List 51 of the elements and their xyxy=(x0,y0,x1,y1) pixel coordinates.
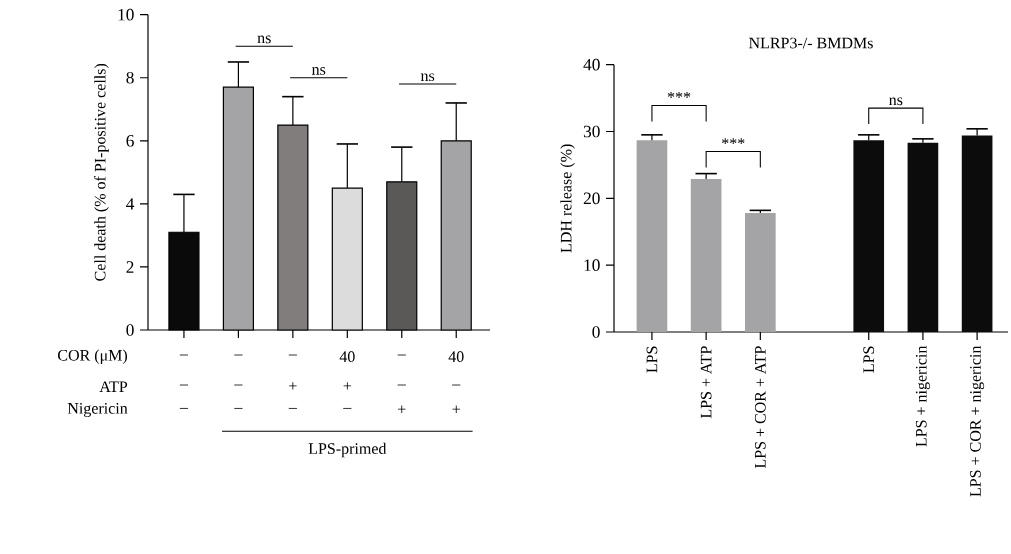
text: – xyxy=(234,407,243,409)
y-axis-title: LDH release (%) xyxy=(560,144,575,253)
y-tick-label: 2 xyxy=(126,261,134,273)
text: 40 xyxy=(339,351,355,363)
y-tick-label: 10 xyxy=(118,8,134,21)
annotation: ns xyxy=(889,97,903,106)
text: – xyxy=(179,384,189,386)
y-tick-label: 8 xyxy=(126,71,134,84)
text: + xyxy=(289,382,297,390)
text: – xyxy=(288,354,297,356)
x-tick-label: LPS + COR + ATP xyxy=(754,346,766,469)
text: + xyxy=(343,382,352,390)
text: – xyxy=(234,354,243,356)
annotation: ns xyxy=(420,73,435,82)
y-tick-label: 0 xyxy=(592,326,600,338)
y-axis-title: Cell death (% of PI-positive cells) xyxy=(94,63,109,281)
annotation: *** xyxy=(667,92,691,98)
text: + xyxy=(452,405,460,413)
annotation: ns xyxy=(311,67,326,75)
y-tick-label: 10 xyxy=(584,259,600,272)
y-tick-label: 0 xyxy=(126,324,134,336)
y-tick-label: 40 xyxy=(583,58,600,71)
text: – xyxy=(397,384,406,386)
x-tick-label: LPS + nigericin xyxy=(915,345,930,447)
x-tick-label: LPS + ATP xyxy=(700,346,712,419)
text: 40 xyxy=(448,351,464,363)
text: – xyxy=(288,407,297,409)
text: – xyxy=(452,384,461,386)
text: – xyxy=(179,354,189,356)
x-tick-label: LPS xyxy=(863,346,875,373)
x-tick-label: LPS + COR + nigericin xyxy=(970,345,985,497)
y-tick-label: 4 xyxy=(126,198,135,210)
bar xyxy=(636,140,668,332)
annotation: *** xyxy=(722,138,745,145)
text: – xyxy=(343,407,352,409)
text: Nigericin xyxy=(67,402,128,418)
text: – xyxy=(397,354,406,356)
text: ATP xyxy=(99,381,128,392)
y-tick-label: 30 xyxy=(583,125,600,138)
text: LPS-primed xyxy=(308,442,387,458)
x-tick-label: LPS xyxy=(646,346,658,373)
text: + xyxy=(398,405,406,413)
y-tick-label: 20 xyxy=(583,192,600,205)
text: – xyxy=(234,384,243,386)
text: – xyxy=(179,407,189,409)
text: COR (μM) xyxy=(58,349,127,364)
chart-title: NLRP3-/- BMDMs xyxy=(749,37,873,49)
bar xyxy=(745,213,776,332)
annotation: ns xyxy=(257,35,271,44)
bar xyxy=(690,178,722,332)
y-tick-label: 6 xyxy=(126,134,134,147)
